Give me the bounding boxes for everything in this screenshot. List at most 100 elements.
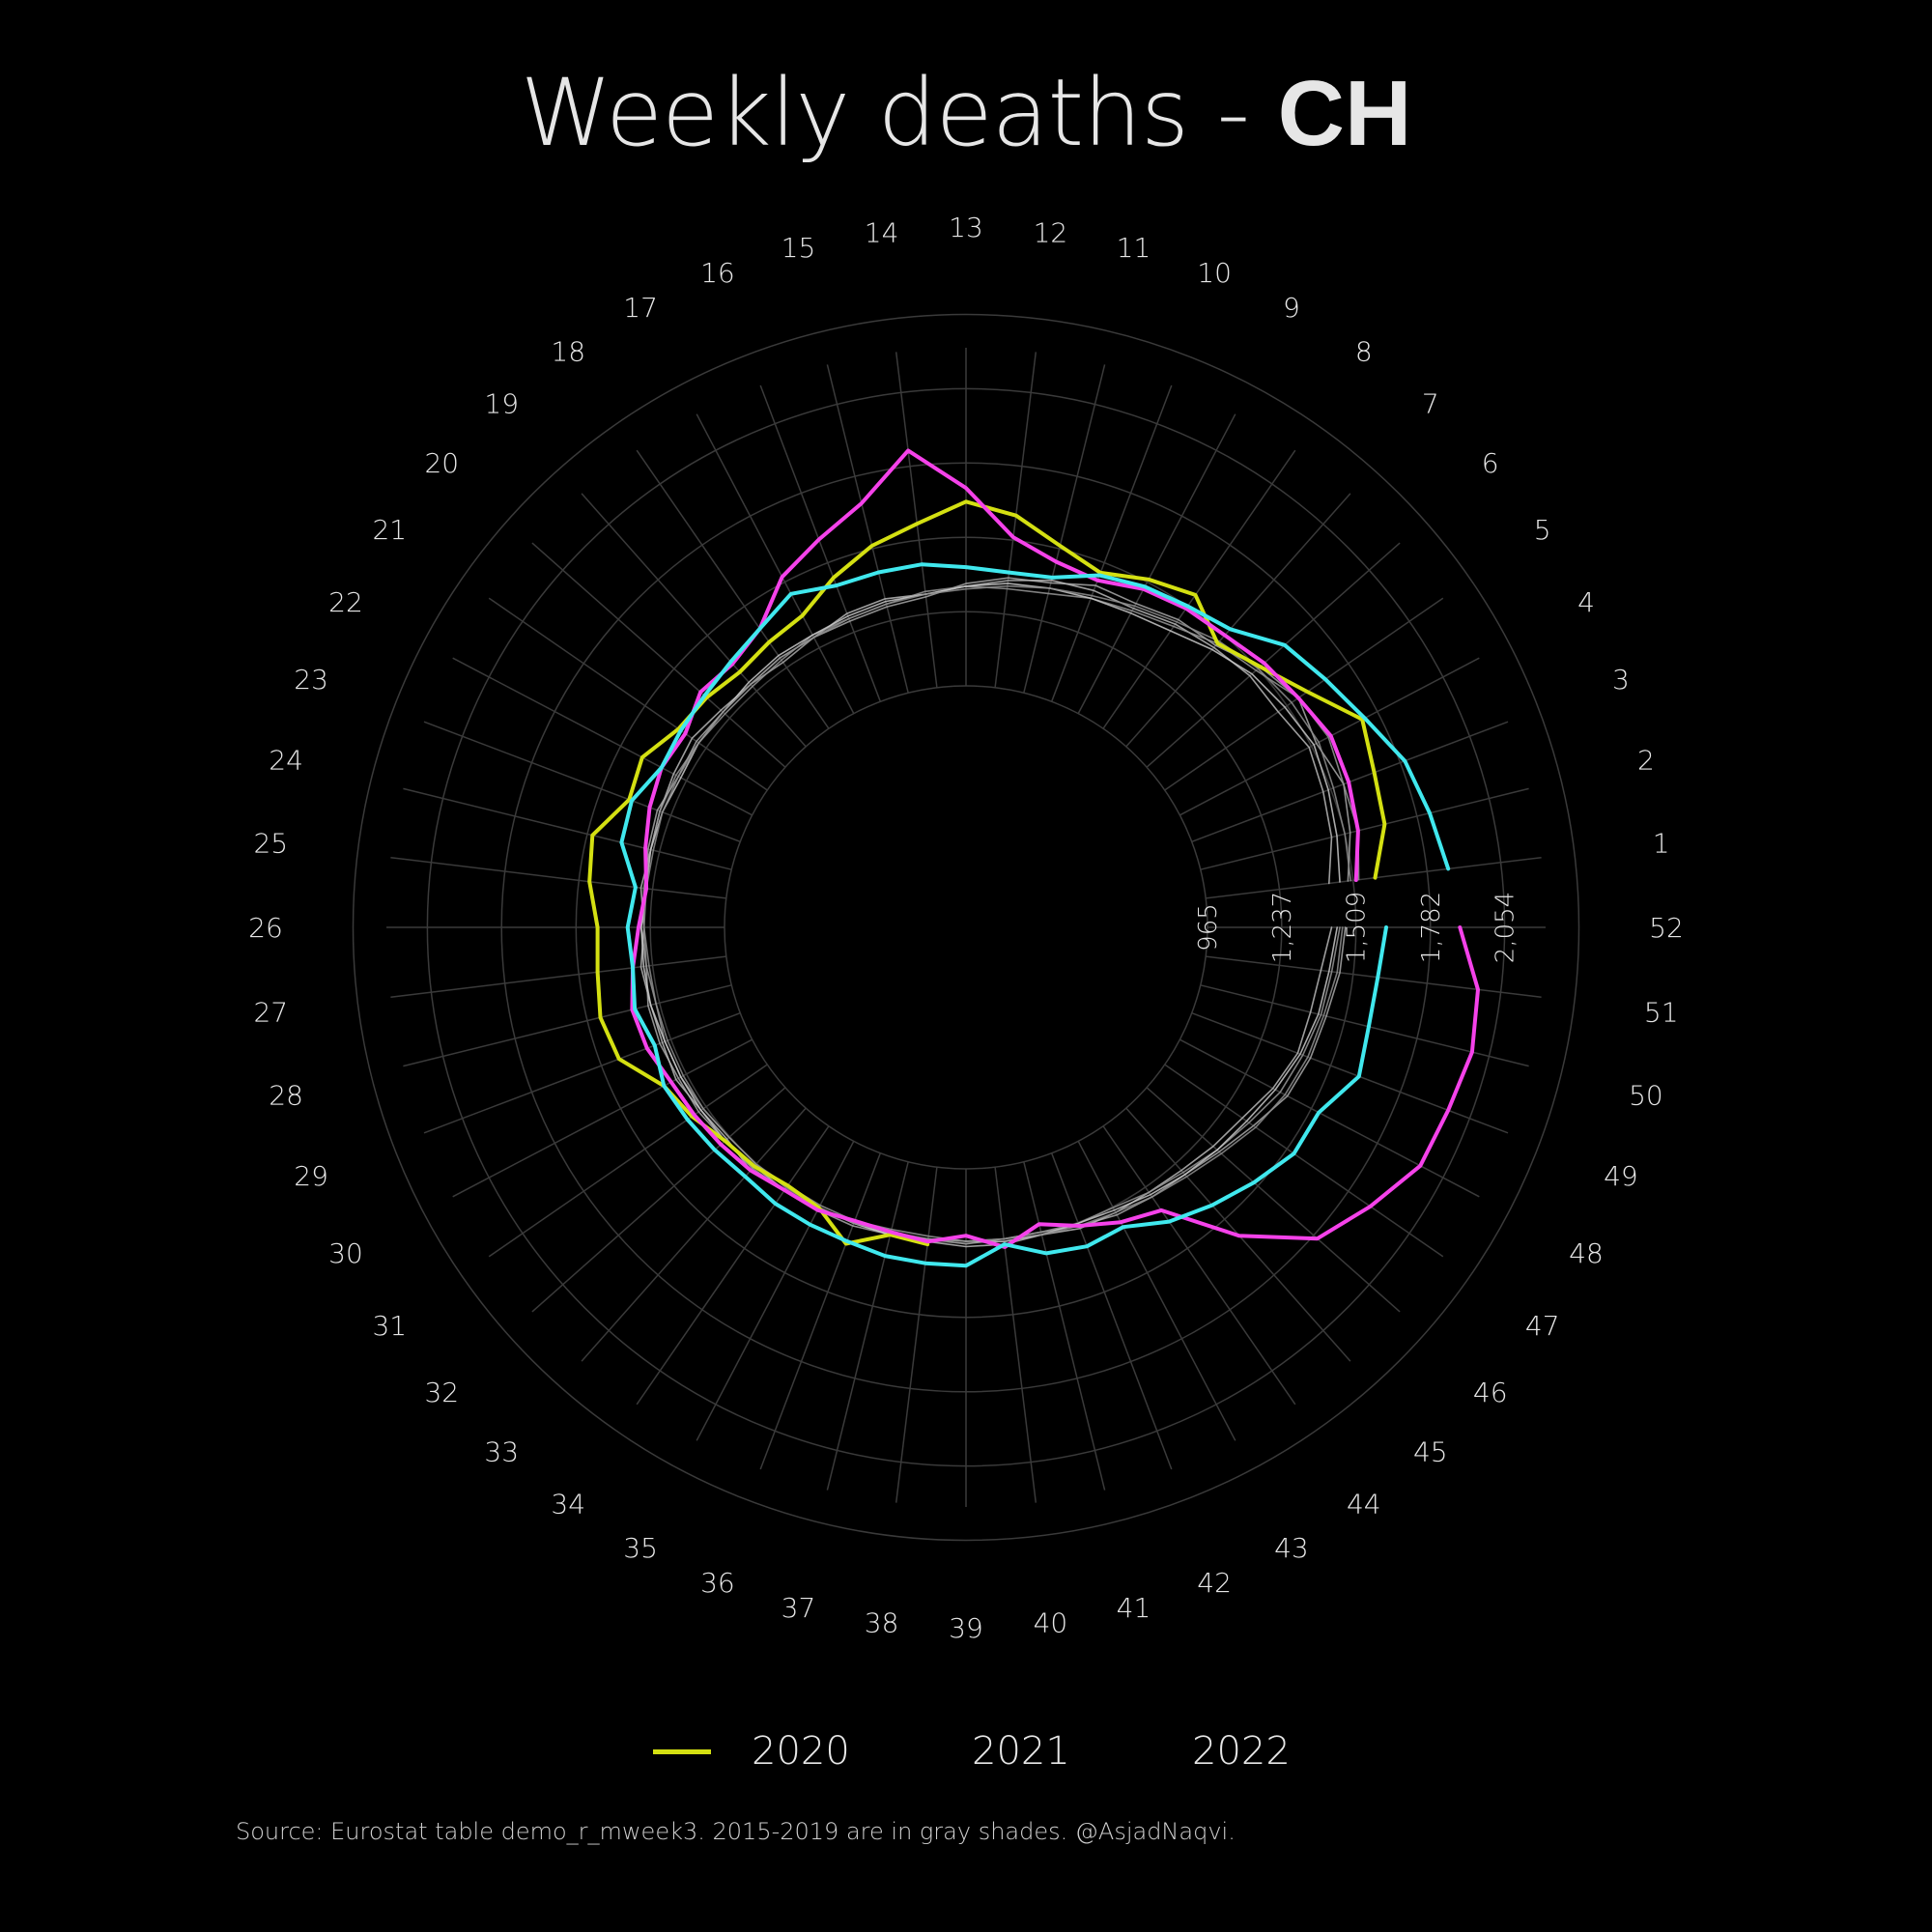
series-line-baseline-5 — [642, 585, 1360, 1242]
week-label-4: 4 — [1577, 586, 1595, 618]
grid-spoke-24 — [403, 787, 732, 870]
grid-spoke-30 — [452, 1038, 753, 1198]
grid-spoke-6 — [1146, 542, 1401, 768]
week-label-10: 10 — [1197, 257, 1232, 289]
radial-tick-labels: 965 1,237 1,509 1,782 2,054 — [1194, 892, 1520, 963]
grid-spoke-9 — [1077, 413, 1236, 714]
week-label-14: 14 — [865, 216, 899, 248]
grid-spoke-36 — [759, 1152, 882, 1470]
radial-tick-label-4: 2,054 — [1492, 892, 1520, 963]
grid-spoke-31 — [488, 1064, 768, 1258]
legend-item-2021: 2021 — [972, 1718, 1070, 1785]
week-label-30: 30 — [328, 1237, 363, 1269]
grid-spoke-37 — [826, 1161, 909, 1491]
radial-tick-label-2: 1,509 — [1343, 892, 1372, 963]
grid-spoke-46 — [1146, 1087, 1401, 1313]
grid-spoke-20 — [531, 542, 786, 768]
series-lines — [589, 448, 1480, 1268]
week-label-52: 52 — [1649, 912, 1684, 944]
week-label-1: 1 — [1653, 828, 1670, 860]
grid-spoke-11 — [1023, 364, 1106, 694]
grid-spoke-10 — [1050, 384, 1173, 702]
week-label-15: 15 — [781, 232, 816, 264]
week-label-43: 43 — [1274, 1532, 1309, 1564]
week-label-9: 9 — [1283, 292, 1300, 324]
grid-spoke-18 — [636, 449, 830, 729]
polar-grid — [352, 313, 1580, 1542]
week-label-18: 18 — [551, 335, 585, 367]
grid-spoke-44 — [1102, 1125, 1296, 1406]
grid-spoke-7 — [1125, 493, 1351, 748]
week-label-51: 51 — [1644, 996, 1679, 1028]
grid-spoke-51 — [1206, 955, 1542, 999]
grid-spoke-33 — [581, 1107, 807, 1362]
week-label-42: 42 — [1197, 1567, 1232, 1599]
grid-spoke-15 — [826, 364, 909, 694]
week-label-13: 13 — [949, 212, 983, 243]
grid-spoke-29 — [423, 1011, 741, 1134]
grid-spoke-34 — [636, 1125, 830, 1406]
grid-spoke-38 — [895, 1167, 938, 1503]
source-note: Source: Eurostat table demo_r_mweek3. 20… — [236, 1818, 1236, 1845]
grid-spoke-43 — [1077, 1141, 1236, 1441]
legend-label-2020: 2020 — [752, 1729, 850, 1774]
radial-tick-label-0: 965 — [1194, 903, 1223, 952]
week-label-3: 3 — [1612, 664, 1630, 696]
week-label-37: 37 — [781, 1592, 816, 1624]
week-label-5: 5 — [1534, 514, 1551, 546]
grid-spoke-50 — [1200, 984, 1529, 1067]
grid-ring-1 — [649, 611, 1283, 1244]
week-label-45: 45 — [1413, 1436, 1448, 1468]
week-label-32: 32 — [424, 1377, 459, 1408]
week-label-34: 34 — [551, 1489, 585, 1520]
week-label-7: 7 — [1422, 387, 1439, 419]
week-label-20: 20 — [424, 447, 459, 479]
week-label-27: 27 — [253, 996, 288, 1028]
grid-ring-5 — [352, 313, 1580, 1542]
week-label-49: 49 — [1604, 1160, 1638, 1192]
grid-spoke-22 — [452, 657, 753, 816]
grid-spoke-16 — [759, 384, 882, 702]
grid-spoke-23 — [423, 721, 741, 843]
legend: 2020 2021 2022 — [0, 1718, 1932, 1785]
week-label-21: 21 — [372, 514, 407, 546]
week-label-8: 8 — [1355, 335, 1373, 367]
grid-spoke-8 — [1102, 449, 1296, 729]
grid-spoke-2 — [1200, 787, 1529, 870]
week-label-38: 38 — [865, 1607, 899, 1639]
legend-label-2022: 2022 — [1192, 1729, 1291, 1774]
week-label-12: 12 — [1034, 216, 1068, 248]
week-label-40: 40 — [1034, 1607, 1068, 1639]
week-label-39: 39 — [949, 1612, 983, 1644]
week-label-28: 28 — [269, 1080, 303, 1112]
week-label-31: 31 — [372, 1310, 407, 1342]
grid-spoke-41 — [1023, 1161, 1106, 1491]
series-line-baseline-7 — [642, 584, 1351, 1242]
series-line-2022 — [619, 562, 1451, 1268]
week-label-47: 47 — [1525, 1310, 1560, 1342]
week-label-48: 48 — [1569, 1237, 1604, 1269]
radial-tick-label-1: 1,237 — [1268, 892, 1297, 963]
grid-spoke-21 — [488, 597, 768, 791]
week-label-2: 2 — [1637, 745, 1655, 777]
week-label-19: 19 — [484, 387, 519, 419]
week-label-26: 26 — [248, 912, 283, 944]
grid-spoke-17 — [696, 413, 855, 714]
week-label-6: 6 — [1482, 447, 1499, 479]
chart-title: Weekly deaths - CH — [0, 60, 1932, 167]
grid-spoke-35 — [696, 1141, 855, 1441]
grid-spoke-14 — [895, 352, 938, 688]
grid-spoke-42 — [1050, 1152, 1173, 1470]
grid-spoke-49 — [1191, 1011, 1509, 1134]
grid-spoke-12 — [994, 352, 1037, 688]
grid-spoke-32 — [531, 1087, 786, 1313]
series-line-baseline-4 — [639, 579, 1333, 1248]
series-line-2021 — [630, 448, 1480, 1249]
week-label-24: 24 — [269, 745, 303, 777]
week-label-23: 23 — [294, 664, 328, 696]
series-line-baseline-3 — [640, 577, 1351, 1245]
chart-title-country: CH — [1277, 62, 1412, 165]
week-label-16: 16 — [700, 257, 735, 289]
grid-spoke-48 — [1179, 1038, 1480, 1198]
